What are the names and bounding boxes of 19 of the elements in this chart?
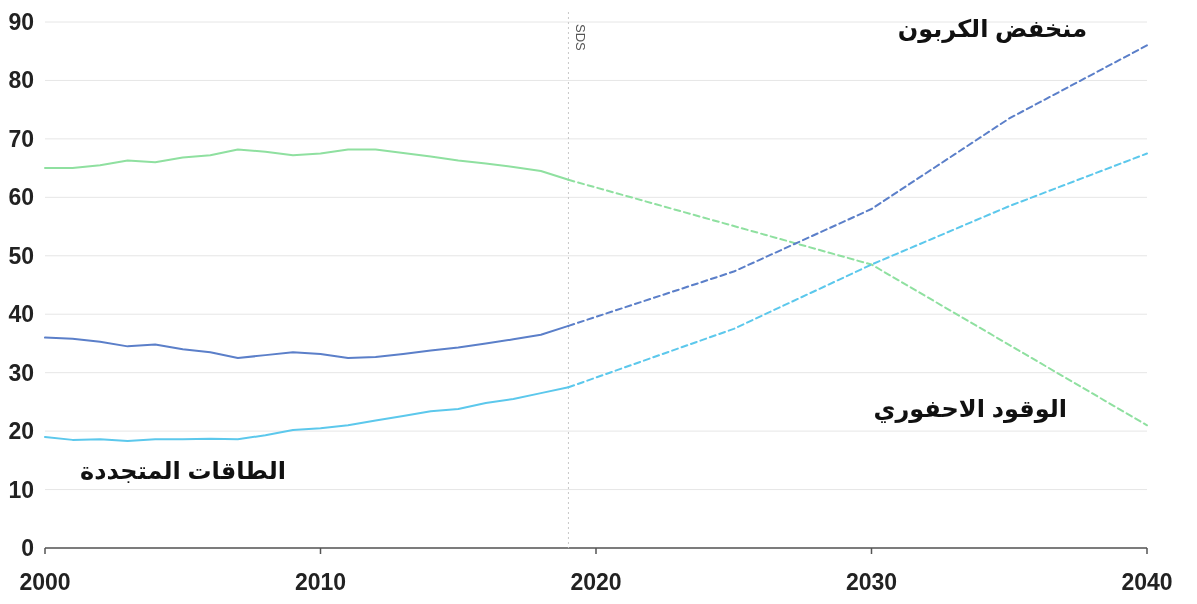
x-tick-label: 2010 — [294, 569, 347, 595]
series-label: الطاقات المتجددة — [80, 456, 286, 484]
y-tick-label: 0 — [21, 535, 34, 561]
y-tick-label: 50 — [8, 242, 34, 269]
series-label: منخفض الكربون — [897, 15, 1087, 44]
y-tick-label: 40 — [8, 301, 34, 328]
series-label: الوقود الاحفوري — [873, 395, 1067, 424]
y-tick-label: 60 — [8, 184, 34, 211]
x-tick-label: 2020 — [570, 569, 622, 595]
ref-line-label: SDS — [573, 24, 589, 52]
y-tick-label: 10 — [8, 476, 34, 503]
y-tick-label: 80 — [8, 67, 34, 94]
y-tick-label: 20 — [8, 418, 34, 445]
y-tick-label: 90 — [8, 9, 34, 35]
y-tick-label: 30 — [8, 359, 34, 386]
x-tick-label: 2040 — [1121, 569, 1173, 595]
x-tick-label: 2030 — [845, 569, 898, 595]
y-tick-label: 70 — [8, 125, 34, 152]
x-tick-label: 2000 — [19, 569, 71, 595]
